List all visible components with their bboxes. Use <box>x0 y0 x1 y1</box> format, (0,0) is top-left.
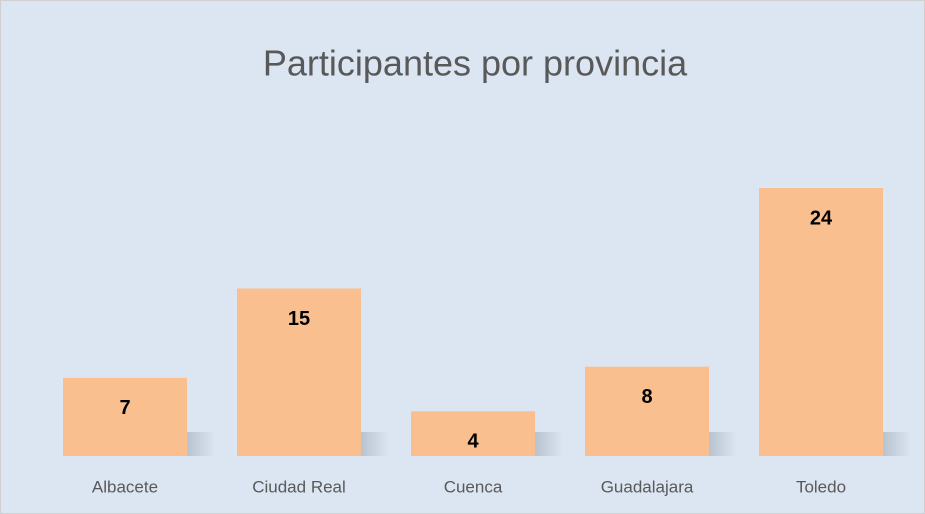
bar-shadow <box>187 432 215 456</box>
bar <box>411 411 535 456</box>
bar-shadow <box>535 432 563 456</box>
chart-title: Participantes por provincia <box>263 43 688 84</box>
x-tick-label: Toledo <box>796 477 846 496</box>
bar-shadow <box>709 432 737 456</box>
bar-shadow <box>361 432 389 456</box>
data-label: 8 <box>641 386 652 408</box>
data-label: 4 <box>467 431 479 453</box>
bar <box>759 188 883 456</box>
x-tick-label: Albacete <box>92 477 158 496</box>
bar-shadow <box>883 432 911 456</box>
x-tick-label: Cuenca <box>444 477 503 496</box>
data-label: 15 <box>288 308 310 330</box>
bar <box>63 377 187 456</box>
x-tick-label: Guadalajara <box>601 477 694 496</box>
bar <box>585 366 709 456</box>
data-label: 24 <box>810 207 833 229</box>
bar <box>237 288 361 456</box>
data-label: 7 <box>119 397 130 419</box>
x-tick-label: Ciudad Real <box>252 477 346 496</box>
